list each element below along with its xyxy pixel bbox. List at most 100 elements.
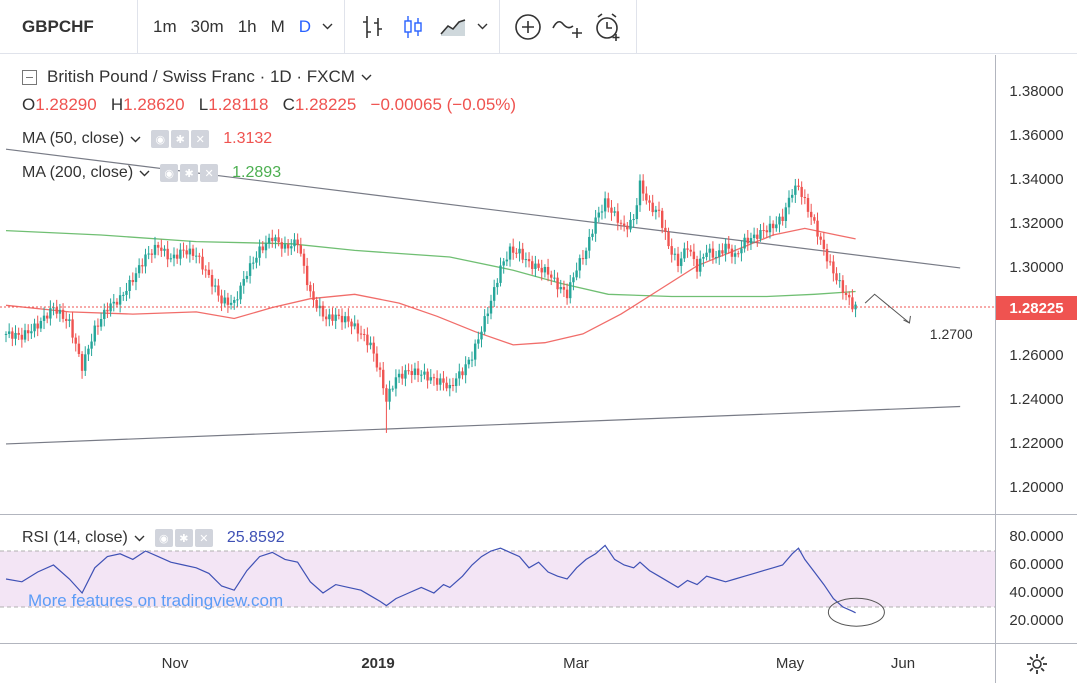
candle-body <box>638 180 642 206</box>
candle-body <box>705 252 708 258</box>
candle-body <box>340 315 344 323</box>
interval-30m-button[interactable]: 30m <box>190 16 224 36</box>
gear-icon[interactable]: ✱ <box>180 164 199 182</box>
chart-style-dropdown-button[interactable] <box>473 12 491 42</box>
candle-body <box>461 371 464 376</box>
candle-body <box>36 323 39 329</box>
candle-body <box>629 219 632 230</box>
price-tick-label: 1.20000 <box>1009 478 1064 496</box>
candle-body <box>844 292 848 295</box>
indicators-button[interactable] <box>548 10 588 44</box>
candle-body <box>210 275 214 287</box>
candle-body <box>771 223 775 229</box>
candle-body <box>321 305 325 317</box>
close-icon[interactable]: ✕ <box>191 130 210 148</box>
tradingview-watermark-link[interactable]: More features on tradingview.com <box>28 591 284 610</box>
rsi-pane[interactable] <box>0 515 995 643</box>
pane-separator[interactable] <box>0 514 1077 515</box>
gear-icon[interactable]: ✱ <box>174 529 193 547</box>
candle-body <box>756 234 759 239</box>
eye-icon[interactable]: ◉ <box>160 164 179 182</box>
candle-body <box>512 246 515 253</box>
candle-body <box>277 237 280 243</box>
candle-style-icon <box>404 15 422 38</box>
open-value: 1.28290 <box>35 95 97 114</box>
ma50-label[interactable]: MA (50, close) <box>22 130 125 147</box>
candle-body <box>540 267 543 273</box>
chevron-down-icon[interactable] <box>130 136 141 143</box>
candle-body <box>391 388 394 390</box>
candle-body <box>603 198 607 212</box>
chevron-down-icon[interactable] <box>361 74 372 81</box>
rsi-label[interactable]: RSI (14, close) <box>22 529 128 546</box>
interval-1m-button[interactable]: 1m <box>153 16 177 36</box>
area-style-icon <box>440 18 466 36</box>
alert-clock-icon <box>596 12 620 41</box>
eye-icon[interactable]: ◉ <box>154 529 173 547</box>
candle-body <box>496 282 499 288</box>
chevron-down-icon[interactable] <box>134 535 145 542</box>
candle-body <box>841 280 845 293</box>
price-pane[interactable]: 1.2700 <box>0 55 995 514</box>
candle-body <box>191 248 195 256</box>
indicators-icon <box>552 20 583 38</box>
candle-body <box>727 243 730 249</box>
candle-style-button[interactable] <box>393 10 433 44</box>
compare-add-button[interactable] <box>508 10 548 44</box>
alert-button[interactable] <box>588 10 628 44</box>
candle-body <box>597 212 600 218</box>
candle-body <box>343 316 347 323</box>
rsi-chart-svg <box>0 544 995 627</box>
interval-day-button[interactable]: D <box>298 16 312 36</box>
candle-body <box>128 279 131 291</box>
area-style-button[interactable] <box>433 10 473 44</box>
ohlc-values: O1.28290 H1.28620 L1.28118 C1.28225 −0.0… <box>22 95 516 115</box>
close-icon[interactable]: ✕ <box>200 164 219 182</box>
candle-body <box>594 217 597 234</box>
interval-1h-button[interactable]: 1h <box>237 16 257 36</box>
candle-body <box>258 246 261 258</box>
candle-body <box>160 247 163 251</box>
candle-body <box>115 301 119 305</box>
candle-body <box>423 371 426 375</box>
price-scale[interactable] <box>995 55 1077 643</box>
series-title[interactable]: British Pound / Swiss Franc · 1D · FXCM <box>47 67 355 86</box>
candle-body <box>499 265 502 283</box>
close-icon[interactable]: ✕ <box>194 529 213 547</box>
collapse-legend-icon[interactable] <box>22 69 37 85</box>
candle-body <box>93 325 96 342</box>
ma200-label[interactable]: MA (200, close) <box>22 164 134 181</box>
candle-body <box>236 299 239 301</box>
eye-icon[interactable]: ◉ <box>151 130 170 148</box>
time-axis[interactable] <box>0 643 995 683</box>
candle-body <box>150 253 154 255</box>
candle-body <box>616 211 620 223</box>
candle-body <box>315 300 318 309</box>
chevron-down-icon[interactable] <box>139 170 150 177</box>
candle-body <box>286 244 290 249</box>
interval-dropdown-button[interactable] <box>318 12 336 42</box>
chart-settings-button[interactable] <box>995 643 1077 683</box>
candle-body <box>420 374 423 376</box>
bar-style-button[interactable] <box>353 10 393 44</box>
candle-body <box>109 303 112 312</box>
interval-month-button[interactable]: M <box>270 16 285 36</box>
candle-body <box>458 371 461 379</box>
symbol-search-button[interactable]: GBPCHF <box>0 0 138 54</box>
candle-body <box>318 305 322 309</box>
candle-body <box>454 378 458 387</box>
rsi-tick-label: 20.0000 <box>1009 612 1064 629</box>
gear-icon[interactable]: ✱ <box>171 130 190 148</box>
candle-body <box>565 289 569 299</box>
close-value: 1.28225 <box>294 95 357 114</box>
candle-body <box>226 297 230 305</box>
candle-body <box>464 364 467 376</box>
candle-body <box>737 253 740 255</box>
candle-body <box>410 371 413 376</box>
candle-body <box>404 370 407 379</box>
candle-body <box>220 295 223 304</box>
candle-body <box>137 265 141 274</box>
candle-body <box>99 318 103 327</box>
compare-add-icon <box>515 13 541 40</box>
candle-body <box>296 239 299 246</box>
